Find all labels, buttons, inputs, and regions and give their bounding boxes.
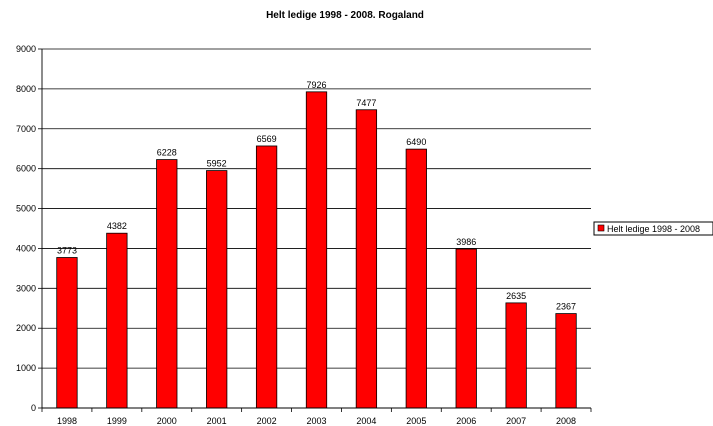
bar [355, 109, 378, 409]
y-tick-label: 9000 [16, 44, 36, 54]
bar [305, 91, 328, 409]
data-label: 4382 [107, 221, 127, 231]
data-labels: 3773 4382 6228 5952 6569 7926 7477 6490 3986 2635… [57, 80, 576, 312]
x-tick-label: 2001 [207, 416, 227, 426]
y-tick-label: 2000 [16, 323, 36, 333]
data-label: 5952 [207, 159, 227, 169]
bars [56, 91, 577, 409]
x-tick-label: 2004 [356, 416, 376, 426]
y-tick-label: 1000 [16, 363, 36, 373]
bar [405, 148, 427, 409]
bar [455, 248, 477, 409]
data-label: 7926 [306, 80, 326, 90]
y-tick-label: 7000 [16, 124, 36, 134]
legend-label: Helt ledige 1998 - 2008 [607, 224, 700, 234]
y-tick-label: 0 [31, 403, 36, 413]
bar [106, 232, 128, 409]
data-label: 2367 [556, 302, 576, 312]
data-label: 6490 [406, 137, 426, 147]
legend: Helt ledige 1998 - 2008 [593, 221, 713, 236]
bar [255, 145, 278, 409]
bar [505, 302, 527, 409]
data-label: 3986 [456, 237, 476, 247]
x-tick-label: 2005 [406, 416, 426, 426]
x-tick-label: 2003 [306, 416, 326, 426]
x-tick-label: 1999 [107, 416, 127, 426]
legend-swatch [597, 224, 605, 232]
axes [41, 49, 591, 409]
bar [56, 257, 78, 409]
y-tick-label: 6000 [16, 164, 36, 174]
chart-title: Helt ledige 1998 - 2008. Rogaland [266, 10, 424, 21]
y-axis-ticks: 0 1000 2000 3000 4000 5000 6000 7000 8000 9000 [16, 44, 42, 413]
bar [156, 159, 178, 409]
bar [555, 313, 577, 409]
y-tick-label: 3000 [16, 283, 36, 293]
x-tick-label: 1998 [57, 416, 77, 426]
data-label: 6228 [157, 148, 177, 158]
data-label: 2635 [506, 291, 526, 301]
x-tick-label: 2000 [157, 416, 177, 426]
x-tick-label: 2007 [506, 416, 526, 426]
y-tick-label: 5000 [16, 204, 36, 214]
x-tick-label: 2002 [257, 416, 277, 426]
data-label: 6569 [257, 134, 277, 144]
y-tick-label: 4000 [16, 243, 36, 253]
bar [206, 170, 228, 409]
x-tick-label: 2006 [456, 416, 476, 426]
data-label: 3773 [57, 245, 77, 255]
data-label: 7477 [356, 98, 376, 108]
legend-box [593, 221, 713, 236]
y-tick-label: 8000 [16, 84, 36, 94]
x-axis-ticks: 1998 1999 2000 2001 2002 2003 2004 2005 2006 2007… [41, 408, 592, 426]
x-tick-label: 2008 [556, 416, 576, 426]
